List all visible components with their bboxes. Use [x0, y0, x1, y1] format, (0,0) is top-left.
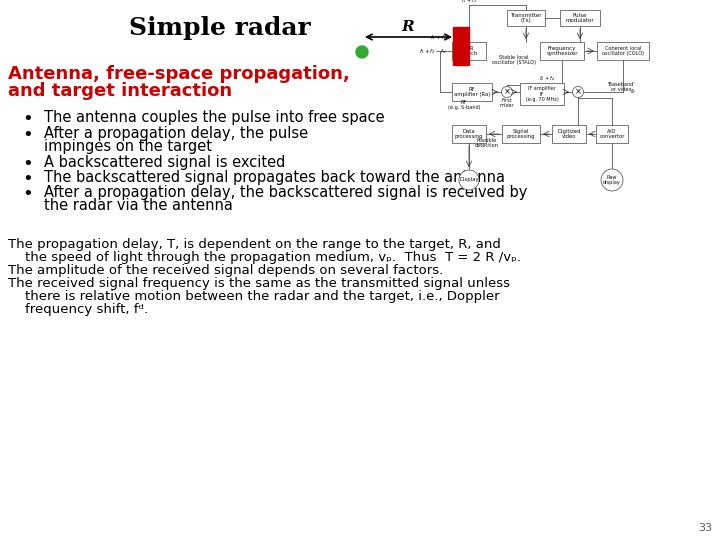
Text: Raw
display: Raw display	[603, 174, 621, 185]
Bar	[452, 125, 486, 143]
Text: •: •	[22, 110, 33, 128]
Text: Digitized
video: Digitized video	[557, 129, 581, 139]
Text: impinges on the target: impinges on the target	[44, 139, 212, 154]
Text: IF amplifier
IF
(e.g. 70 MHz): IF amplifier IF (e.g. 70 MHz)	[526, 86, 559, 102]
Text: 'Baseband'
or video: 'Baseband' or video	[607, 82, 635, 92]
Bar	[597, 42, 649, 60]
Text: Signal
processing: Signal processing	[507, 129, 535, 139]
Text: The amplitude of the received signal depends on several factors.: The amplitude of the received signal dep…	[8, 264, 444, 277]
Text: •: •	[22, 155, 33, 173]
Bar	[520, 83, 564, 105]
Circle shape	[459, 170, 479, 190]
Text: Transmitter
(Tx): Transmitter (Tx)	[510, 12, 541, 23]
Text: RF
(e.g. S-band): RF (e.g. S-band)	[448, 99, 480, 110]
Text: Simple radar: Simple radar	[129, 16, 311, 40]
Text: A backscattered signal is excited: A backscattered signal is excited	[44, 155, 285, 170]
Text: •: •	[22, 170, 33, 188]
Circle shape	[356, 46, 368, 58]
Text: Data
processing: Data processing	[455, 129, 483, 139]
Text: Pulse
modulator: Pulse modulator	[566, 12, 594, 23]
Text: Possible
detection: Possible detection	[475, 138, 499, 148]
Text: $f_1+f_2-f_d$: $f_1+f_2-f_d$	[419, 48, 447, 57]
Text: A/D
convertor: A/D convertor	[599, 129, 625, 139]
Text: T-R
switch: T-R switch	[460, 45, 478, 56]
Text: The received signal frequency is the same as the transmitted signal unless: The received signal frequency is the sam…	[8, 277, 510, 290]
Text: $f_2+f_d$: $f_2+f_d$	[539, 75, 555, 84]
Text: frequency shift, fᵈ.: frequency shift, fᵈ.	[8, 303, 148, 316]
Text: After a propagation delay, the pulse: After a propagation delay, the pulse	[44, 126, 308, 141]
Text: the speed of light through the propagation medium, vₚ.  Thus  T = 2 R /vₚ.: the speed of light through the propagati…	[8, 251, 521, 264]
Bar	[560, 10, 600, 26]
Bar	[596, 125, 628, 143]
Text: RF
amplifier (Ra): RF amplifier (Ra)	[454, 86, 490, 97]
Text: The antenna couples the pulse into free space: The antenna couples the pulse into free …	[44, 110, 384, 125]
Text: ×: ×	[503, 87, 510, 97]
Text: Coherent local
oscillator (COLO): Coherent local oscillator (COLO)	[602, 45, 644, 56]
Text: and target interaction: and target interaction	[8, 82, 232, 100]
Text: Display: Display	[459, 178, 479, 183]
Bar	[552, 125, 586, 143]
Text: First
mixer: First mixer	[500, 98, 514, 109]
Text: $f_d$: $f_d$	[630, 87, 636, 97]
Bar	[453, 27, 469, 65]
Text: The propagation delay, T, is dependent on the range to the target, R, and: The propagation delay, T, is dependent o…	[8, 238, 501, 251]
Text: 33: 33	[698, 523, 712, 533]
Circle shape	[502, 86, 513, 98]
Bar	[502, 125, 540, 143]
Text: Antenna, free-space propagation,: Antenna, free-space propagation,	[8, 65, 350, 83]
Text: $f_1+f_2$: $f_1+f_2$	[461, 0, 477, 5]
Circle shape	[601, 169, 623, 191]
Text: Stable local
oscillator (STALO): Stable local oscillator (STALO)	[492, 55, 536, 65]
Bar	[507, 10, 545, 26]
Text: ×: ×	[575, 87, 582, 97]
Text: The backscattered signal propagates back toward the antenna: The backscattered signal propagates back…	[44, 170, 505, 185]
Circle shape	[572, 86, 583, 98]
Text: there is relative motion between the radar and the target, i.e., Doppler: there is relative motion between the rad…	[8, 290, 500, 303]
Bar	[452, 42, 486, 60]
Bar	[540, 42, 584, 60]
Text: R: R	[402, 20, 414, 34]
Text: the radar via the antenna: the radar via the antenna	[44, 198, 233, 213]
Bar	[452, 83, 492, 101]
Text: After a propagation delay, the backscattered signal is received by: After a propagation delay, the backscatt…	[44, 185, 527, 200]
Text: •: •	[22, 126, 33, 144]
Text: •: •	[22, 185, 33, 203]
Text: $f_1+f_2$: $f_1+f_2$	[430, 33, 447, 43]
Text: Frequency
synthesizer: Frequency synthesizer	[546, 45, 577, 56]
